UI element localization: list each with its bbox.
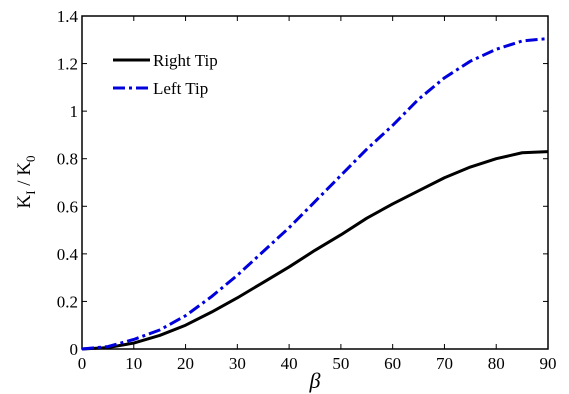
y-tick-label: 1.4 <box>57 7 79 26</box>
x-tick-label: 60 <box>384 354 401 373</box>
plot-frame <box>81 15 549 350</box>
series-line-right-tip <box>81 150 549 351</box>
y-axis-label: KI / K0 <box>14 155 38 208</box>
x-tick-label: 50 <box>332 354 349 373</box>
x-axis-ticks: 0 10 20 30 40 50 60 70 80 90 <box>78 16 557 373</box>
x-tick-label: 10 <box>125 354 142 373</box>
x-tick-label: 70 <box>436 354 453 373</box>
x-tick-label: 40 <box>281 354 298 373</box>
y-tick-label: 0 <box>70 340 79 359</box>
y-tick-label: 1 <box>70 102 79 121</box>
y-tick-label: 1.2 <box>57 55 78 74</box>
y-tick-label: 0.8 <box>57 150 78 169</box>
x-tick-label: 30 <box>229 354 246 373</box>
y-tick-label: 0.4 <box>57 245 79 264</box>
legend-label-right-tip: Right Tip <box>153 51 218 70</box>
legend: Right Tip Left Tip <box>113 51 218 98</box>
series-line-left-tip <box>81 37 549 351</box>
x-tick-label: 20 <box>177 354 194 373</box>
x-axis-label: β <box>309 368 321 393</box>
x-tick-label: 90 <box>540 354 557 373</box>
x-tick-label: 0 <box>78 354 87 373</box>
legend-label-left-tip: Left Tip <box>153 79 208 98</box>
y-axis-ticks: 0 0.2 0.4 0.6 0.8 1 1.2 1.4 <box>57 7 548 359</box>
y-tick-label: 0.2 <box>57 292 78 311</box>
x-tick-label: 80 <box>488 354 505 373</box>
y-tick-label: 0.6 <box>57 197 78 216</box>
series-layer <box>81 37 549 351</box>
